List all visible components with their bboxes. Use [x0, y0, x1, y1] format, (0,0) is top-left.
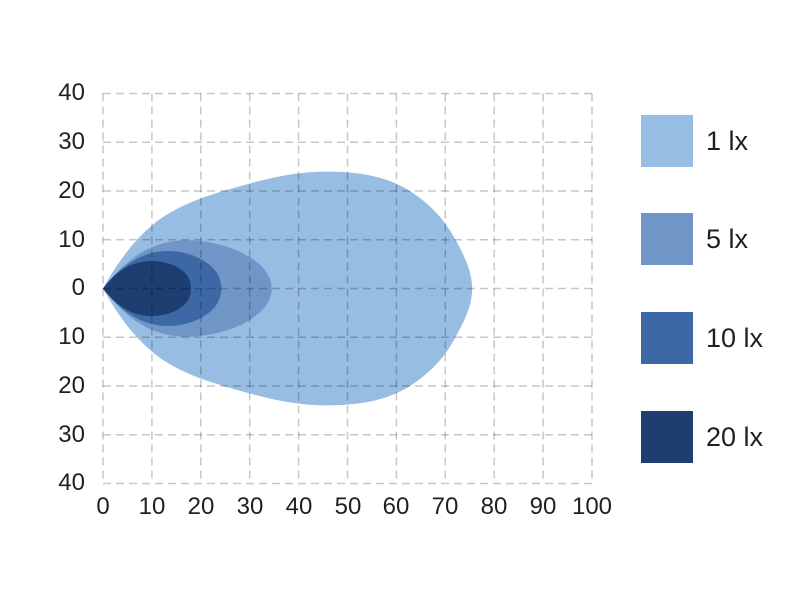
- y-tick-label: 30: [58, 128, 85, 155]
- legend-label-10lx: 10 lx: [706, 323, 764, 353]
- y-tick-label: 10: [58, 226, 85, 253]
- isolux-lobes: [103, 171, 473, 406]
- legend-swatch-20lx: [641, 411, 693, 463]
- isolux-region-1lx: [103, 171, 473, 406]
- legend-item-1lx: 1 lx: [641, 115, 800, 167]
- y-tick-label: 40: [58, 79, 85, 106]
- x-tick-label: 0: [96, 493, 110, 520]
- x-tick-label: 20: [187, 493, 215, 520]
- legend-swatch-1lx: [641, 115, 693, 167]
- y-tick-label: 30: [58, 421, 85, 448]
- legend-swatch-5lx: [641, 213, 693, 265]
- y-tick-label: 20: [58, 177, 85, 204]
- legend-item-10lx: 10 lx: [641, 312, 800, 364]
- isolux-region-20lx: [103, 260, 192, 317]
- y-tick-label: 40: [58, 469, 85, 496]
- legend-label-1lx: 1 lx: [706, 126, 749, 156]
- x-tick-label: 30: [236, 493, 264, 520]
- legend-swatch-10lx: [641, 312, 693, 364]
- x-tick-label: 40: [285, 493, 313, 520]
- x-tick-label: 90: [529, 493, 557, 520]
- x-tick-label: 80: [480, 493, 508, 520]
- y-tick-label: 0: [71, 274, 85, 301]
- gridlines: [102, 92, 593, 485]
- x-tick-label: 10: [138, 493, 166, 520]
- x-tick-label: 100: [571, 493, 613, 520]
- legend-label-20lx: 20 lx: [706, 422, 764, 452]
- x-tick-label: 60: [382, 493, 410, 520]
- y-tick-label: 10: [58, 323, 85, 350]
- y-tick-label: 20: [58, 372, 85, 399]
- x-tick-label: 70: [431, 493, 459, 520]
- x-tick-label: 50: [334, 493, 362, 520]
- legend-item-5lx: 5 lx: [641, 213, 800, 265]
- legend-label-5lx: 5 lx: [706, 224, 749, 254]
- legend-item-20lx: 20 lx: [641, 411, 800, 463]
